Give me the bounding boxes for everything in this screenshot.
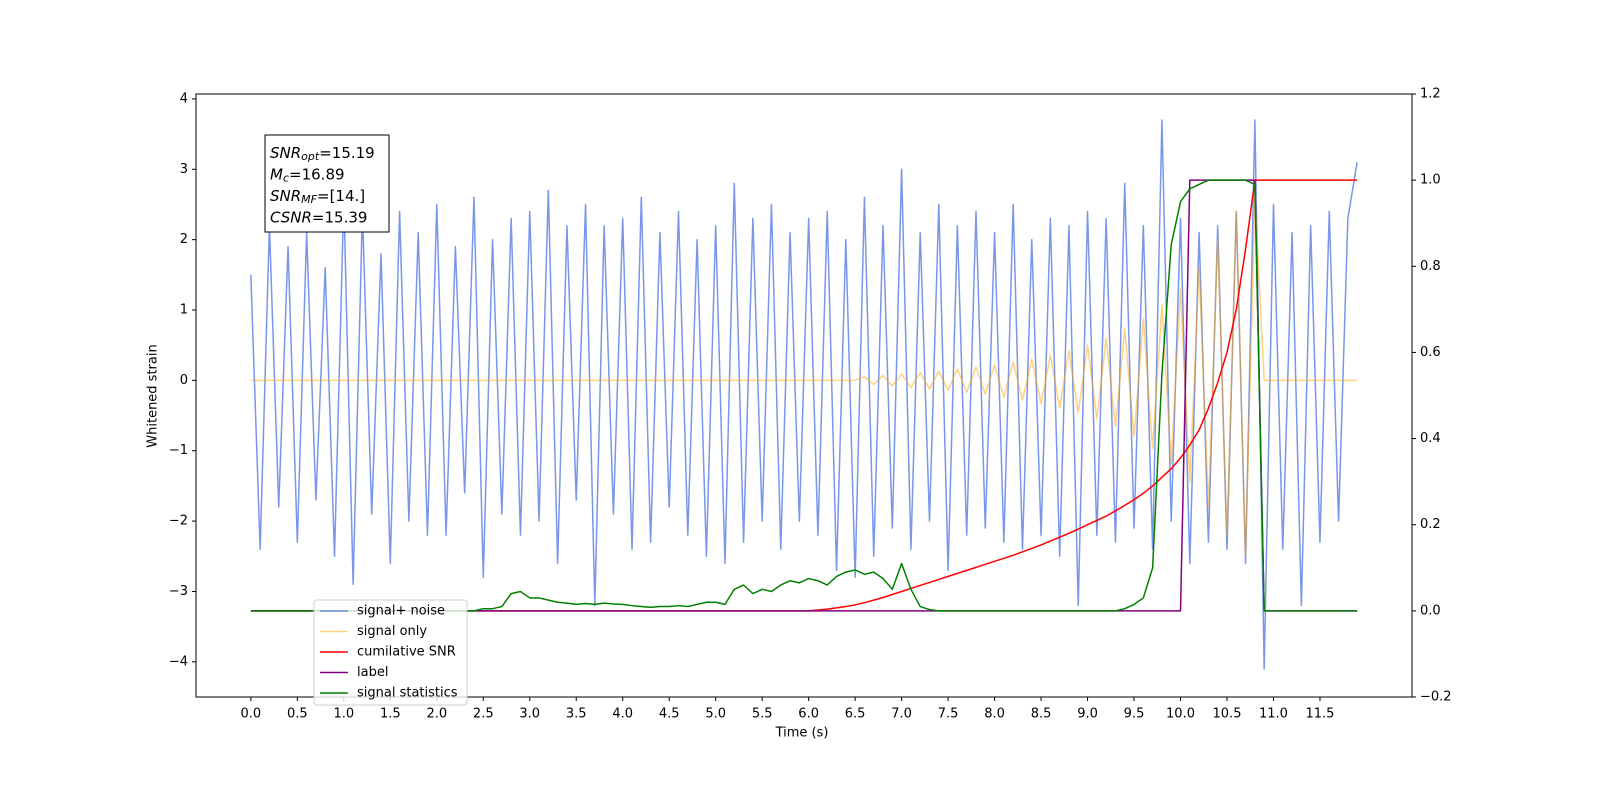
series-line <box>250 179 1358 612</box>
plot-frame <box>195 93 1413 698</box>
x-tick-label: 6.0 <box>798 707 819 722</box>
y-axis-label: Whitened strain <box>146 344 161 447</box>
annotation-line: Mc=16.89 <box>270 165 345 185</box>
x-tick-label: 10.0 <box>1166 707 1195 722</box>
y2-tick-label: 1.2 <box>1420 87 1441 102</box>
x-tick-label: 9.0 <box>1077 707 1098 722</box>
legend-box <box>313 599 468 706</box>
annotation-value: =15.19 <box>319 144 375 162</box>
annotation-symbol: M <box>270 165 283 183</box>
y-tick-label: −2 <box>169 514 188 529</box>
x-tick-label: 6.5 <box>845 707 866 722</box>
x-tick-label: 0.5 <box>287 707 308 722</box>
annotation-line: SNRopt=15.19 <box>270 144 375 164</box>
annotation-symbol: SNR <box>270 144 301 162</box>
x-tick-label: 3.0 <box>519 707 540 722</box>
y-tick-label: −4 <box>169 654 188 669</box>
y2-tick-label: 0.6 <box>1420 345 1441 360</box>
x-tick-label: 11.5 <box>1305 707 1334 722</box>
x-tick-label: 8.0 <box>984 707 1005 722</box>
y-tick-label: −1 <box>169 443 188 458</box>
legend-label: cumilative SNR <box>357 645 456 660</box>
x-tick-label: 8.5 <box>1031 707 1052 722</box>
x-tick-label: 1.0 <box>333 707 354 722</box>
x-tick-label: 3.5 <box>566 707 587 722</box>
x-tick-label: 5.0 <box>705 707 726 722</box>
annotation-subscript: opt <box>301 150 320 163</box>
x-tick-label: 4.0 <box>612 707 633 722</box>
x-axis-label: Time (s) <box>775 726 829 741</box>
x-tick-label: 0.0 <box>241 707 262 722</box>
y-tick-label: 2 <box>180 232 188 247</box>
x-tick-label: 2.5 <box>473 707 494 722</box>
x-tick-label: 10.5 <box>1213 707 1242 722</box>
y2-tick-label: 0.8 <box>1420 259 1441 274</box>
series-line <box>250 196 1358 558</box>
y2-tick-label: 1.0 <box>1420 173 1441 188</box>
legend-label: signal+ noise <box>357 604 445 619</box>
annotation-value: =[14.] <box>317 187 365 205</box>
series-line <box>250 119 1358 670</box>
legend-label: signal only <box>357 624 427 639</box>
annotation-value: =16.89 <box>289 165 345 183</box>
x-tick-label: 11.0 <box>1259 707 1288 722</box>
x-tick-label: 4.5 <box>659 707 680 722</box>
annotation-box <box>264 134 390 233</box>
y2-tick-label: 0.2 <box>1420 517 1441 532</box>
x-tick-label: 2.0 <box>426 707 447 722</box>
legend-label: label <box>357 665 388 680</box>
y2-tick-label: −0.2 <box>1420 690 1452 705</box>
y2-tick-label: 0.4 <box>1420 431 1441 446</box>
x-tick-label: 7.0 <box>891 707 912 722</box>
annotation-subscript: c <box>283 172 289 185</box>
annotation-line: SNRMF=[14.] <box>270 187 365 207</box>
y-tick-label: 1 <box>180 303 188 318</box>
series-line <box>250 179 1358 612</box>
y-tick-label: 4 <box>180 91 188 106</box>
x-tick-label: 9.5 <box>1124 707 1145 722</box>
annotation-symbol: SNR <box>270 187 301 205</box>
annotation-value: =15.39 <box>312 208 368 226</box>
y-tick-label: 3 <box>180 162 188 177</box>
y-tick-label: 0 <box>180 373 188 388</box>
series-line <box>250 179 1358 612</box>
x-tick-label: 5.5 <box>752 707 773 722</box>
annotation-line: CSNR=15.39 <box>270 208 367 226</box>
annotation-subscript: MF <box>301 193 317 206</box>
x-tick-label: 7.5 <box>938 707 959 722</box>
y-tick-label: −3 <box>169 584 188 599</box>
legend-label: signal statistics <box>357 686 458 701</box>
x-tick-label: 1.5 <box>380 707 401 722</box>
annotation-symbol: CSNR <box>270 208 312 226</box>
y2-tick-label: 0.0 <box>1420 603 1441 618</box>
